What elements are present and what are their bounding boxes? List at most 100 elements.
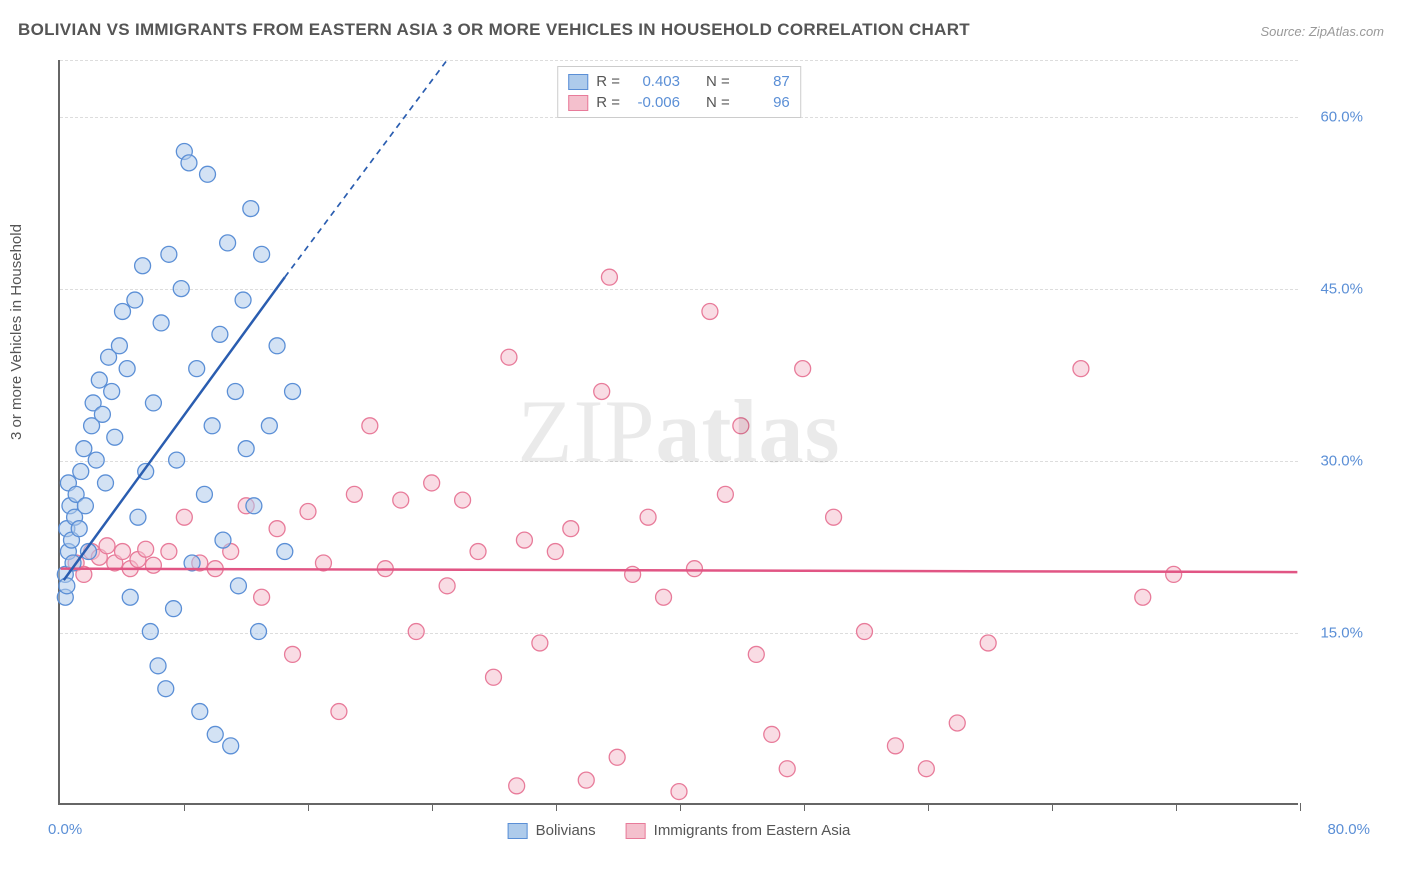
scatter-point — [779, 761, 795, 777]
n-value-1: 87 — [738, 73, 790, 90]
scatter-point — [215, 532, 231, 548]
scatter-point — [235, 292, 251, 308]
legend-label-series1: Bolivians — [536, 822, 596, 839]
scatter-point — [285, 646, 301, 662]
trendline-series2 — [61, 569, 1298, 572]
scatter-point — [192, 704, 208, 720]
scatter-point — [145, 557, 161, 573]
x-tick — [928, 803, 929, 811]
legend-correlation-box: R = 0.403 N = 87 R = -0.006 N = 96 — [557, 66, 801, 118]
scatter-point — [150, 658, 166, 674]
scatter-point — [189, 361, 205, 377]
scatter-point — [223, 738, 239, 754]
x-tick — [1052, 803, 1053, 811]
r-label-1: R = — [596, 73, 620, 90]
scatter-point — [251, 624, 267, 640]
scatter-point — [424, 475, 440, 491]
swatch-series2-bottom — [626, 823, 646, 839]
scatter-point — [609, 749, 625, 765]
scatter-point — [161, 544, 177, 560]
scatter-point — [1073, 361, 1089, 377]
scatter-point — [532, 635, 548, 651]
scatter-point — [285, 384, 301, 400]
scatter-point — [204, 418, 220, 434]
scatter-point — [1135, 589, 1151, 605]
scatter-point — [107, 429, 123, 445]
scatter-point — [501, 349, 517, 365]
scatter-point — [88, 452, 104, 468]
scatter-point — [212, 326, 228, 342]
scatter-point — [161, 246, 177, 262]
legend-row-series1: R = 0.403 N = 87 — [568, 71, 790, 92]
chart-title: BOLIVIAN VS IMMIGRANTS FROM EASTERN ASIA… — [18, 20, 970, 40]
scatter-point — [200, 166, 216, 182]
scatter-point — [122, 589, 138, 605]
scatter-point — [227, 384, 243, 400]
scatter-point — [563, 521, 579, 537]
scatter-point — [220, 235, 236, 251]
scatter-point — [686, 561, 702, 577]
scatter-point — [261, 418, 277, 434]
trendline-series1-dashed — [285, 60, 447, 277]
scatter-point — [277, 544, 293, 560]
scatter-point — [455, 492, 471, 508]
chart-plot-area: ZIPatlas 15.0%30.0%45.0%60.0% 0.0% 80.0%… — [58, 60, 1298, 805]
x-axis-min-label: 0.0% — [48, 821, 82, 838]
scatter-point — [196, 486, 212, 502]
scatter-point — [127, 292, 143, 308]
swatch-series2 — [568, 95, 588, 111]
scatter-point — [980, 635, 996, 651]
x-tick — [184, 803, 185, 811]
scatter-point — [547, 544, 563, 560]
scatter-point — [207, 726, 223, 742]
scatter-point — [439, 578, 455, 594]
scatter-point — [408, 624, 424, 640]
scatter-point — [578, 772, 594, 788]
source-attribution: Source: ZipAtlas.com — [1260, 24, 1384, 39]
scatter-point — [269, 521, 285, 537]
scatter-point — [748, 646, 764, 662]
scatter-point — [826, 509, 842, 525]
r-value-1: 0.403 — [628, 73, 680, 90]
scatter-point — [130, 509, 146, 525]
x-tick — [680, 803, 681, 811]
scatter-point — [135, 258, 151, 274]
scatter-point — [346, 486, 362, 502]
scatter-point — [142, 624, 158, 640]
scatter-point — [243, 201, 259, 217]
scatter-point — [99, 538, 115, 554]
scatter-point — [254, 246, 270, 262]
scatter-point — [138, 541, 154, 557]
scatter-point — [625, 566, 641, 582]
scatter-point — [887, 738, 903, 754]
scatter-point — [1166, 566, 1182, 582]
scatter-point — [176, 509, 192, 525]
scatter-point — [115, 303, 131, 319]
x-tick — [308, 803, 309, 811]
scatter-point — [76, 441, 92, 457]
scatter-point — [166, 601, 182, 617]
scatter-point — [764, 726, 780, 742]
scatter-point — [702, 303, 718, 319]
legend-label-series2: Immigrants from Eastern Asia — [654, 822, 851, 839]
scatter-point — [331, 704, 347, 720]
scatter-point — [71, 521, 87, 537]
scatter-point — [145, 395, 161, 411]
scatter-point — [269, 338, 285, 354]
y-tick-label: 15.0% — [1320, 625, 1363, 642]
scatter-point — [59, 578, 75, 594]
scatter-point — [153, 315, 169, 331]
scatter-point — [516, 532, 532, 548]
legend-row-series2: R = -0.006 N = 96 — [568, 92, 790, 113]
scatter-point — [230, 578, 246, 594]
r-value-2: -0.006 — [628, 94, 680, 111]
x-tick — [432, 803, 433, 811]
x-tick — [804, 803, 805, 811]
scatter-point — [393, 492, 409, 508]
n-label-1: N = — [706, 73, 730, 90]
scatter-point — [104, 384, 120, 400]
scatter-point — [795, 361, 811, 377]
scatter-point — [246, 498, 262, 514]
y-tick-label: 60.0% — [1320, 109, 1363, 126]
scatter-point — [733, 418, 749, 434]
